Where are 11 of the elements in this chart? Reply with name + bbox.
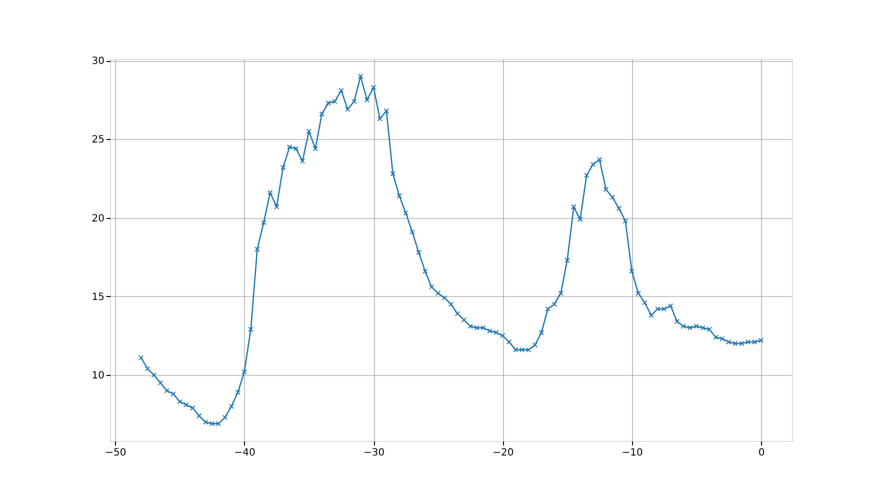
x-tick-label: −40 — [234, 448, 256, 458]
y-tick-label: 15 — [92, 292, 104, 303]
x-tick-label: −10 — [622, 448, 643, 458]
x-tick-label: 0 — [758, 448, 765, 458]
x-tick-label: −20 — [492, 448, 514, 458]
y-tick-label: 10 — [92, 370, 104, 382]
x-tick-label: −50 — [105, 448, 126, 458]
x-tick-label: −30 — [363, 448, 385, 458]
y-tick-label: 30 — [92, 56, 104, 68]
y-tick-label: 20 — [92, 213, 104, 224]
y-tick-label: 25 — [92, 134, 104, 146]
